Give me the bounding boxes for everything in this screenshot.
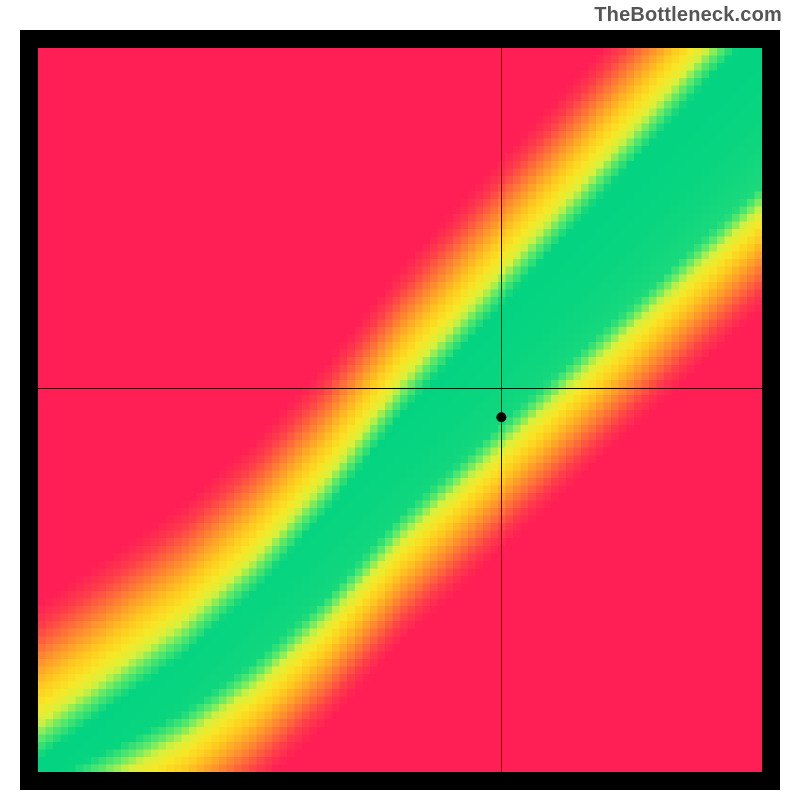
overlay-canvas bbox=[38, 48, 762, 772]
plot-outer-frame bbox=[20, 30, 780, 790]
bottleneck-heatmap bbox=[38, 48, 762, 772]
watermark-text: TheBottleneck.com bbox=[594, 4, 782, 27]
